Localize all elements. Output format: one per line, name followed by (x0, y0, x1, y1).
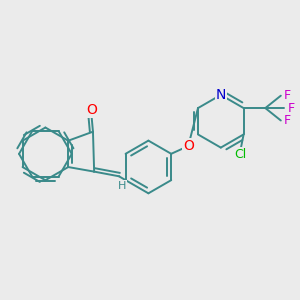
Text: F: F (284, 114, 291, 127)
Text: F: F (284, 89, 291, 102)
Text: O: O (86, 103, 97, 117)
Text: F: F (287, 102, 294, 115)
Text: N: N (216, 88, 226, 102)
Text: H: H (118, 181, 126, 190)
Text: Cl: Cl (234, 148, 247, 161)
Text: O: O (183, 139, 194, 153)
